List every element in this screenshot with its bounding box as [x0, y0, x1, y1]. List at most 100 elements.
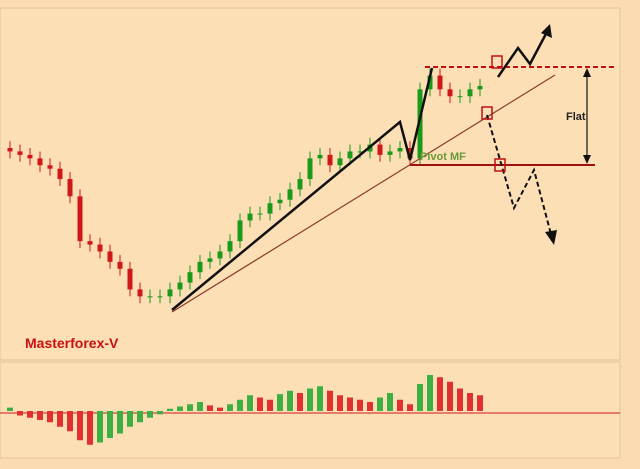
candle-body — [147, 296, 153, 298]
candle-body — [77, 196, 83, 242]
oscillator-bar — [7, 407, 13, 411]
oscillator-bar — [267, 399, 273, 411]
candle-body — [427, 75, 433, 90]
oscillator-bar — [257, 397, 263, 411]
oscillator-bar — [37, 411, 43, 420]
candle-body — [377, 144, 383, 155]
oscillator-bar — [407, 404, 413, 411]
candle-body — [97, 244, 103, 252]
oscillator-bar — [107, 411, 113, 438]
candle-body — [117, 261, 123, 269]
chart-title: Masterforex-V — [25, 335, 119, 351]
candle-body — [357, 151, 363, 153]
candle-body — [397, 148, 403, 152]
candle-body — [317, 154, 323, 159]
oscillator-bar — [347, 397, 353, 411]
oscillator-bar — [17, 411, 23, 416]
candle-body — [227, 241, 233, 252]
candle-body — [387, 151, 393, 155]
oscillator-bar — [117, 411, 123, 434]
candle-body — [457, 96, 463, 98]
oscillator-bar — [207, 405, 213, 411]
candle-body — [237, 220, 243, 242]
arrow-head — [545, 230, 557, 245]
candle-body — [337, 158, 343, 166]
candle-body — [187, 272, 193, 283]
candle-body — [157, 296, 163, 298]
oscillator-bar — [147, 411, 153, 418]
marker-box — [494, 158, 506, 172]
candle-body — [17, 151, 23, 155]
oscillator-bar — [217, 407, 223, 411]
oscillator-bar — [377, 397, 383, 411]
oscillator-bar — [297, 393, 303, 411]
oscillator-bar — [477, 395, 483, 411]
candle-body — [277, 199, 283, 204]
oscillator-bar — [77, 411, 83, 441]
annotations — [171, 24, 615, 313]
oscillator-bar — [187, 404, 193, 411]
trend-line — [171, 67, 434, 311]
oscillator-bar — [157, 411, 163, 415]
candle-body — [37, 158, 43, 166]
oscillator-bar — [137, 411, 143, 423]
oscillator-bar — [457, 388, 463, 411]
oscillator-bar — [367, 402, 373, 411]
candle-body — [7, 148, 13, 152]
oscillator-bar — [317, 386, 323, 411]
oscillator-bar — [357, 399, 363, 411]
candle-body — [467, 89, 473, 97]
candle-body — [27, 154, 33, 159]
candle-body — [137, 289, 143, 297]
oscillator-bar — [387, 393, 393, 411]
candle-body — [297, 179, 303, 190]
oscillator-bar — [47, 411, 53, 423]
oscillator-bar — [177, 406, 183, 411]
oscillator-bar — [127, 411, 133, 427]
support-line — [171, 74, 556, 313]
oscillator-bar — [277, 394, 283, 411]
candle-body — [267, 203, 273, 214]
candle-body — [327, 154, 333, 166]
oscillator-bar — [67, 411, 73, 432]
oscillator-bar — [437, 377, 443, 411]
candle-body — [247, 213, 253, 221]
annotation: Flat — [566, 111, 586, 123]
candle-body — [47, 165, 53, 169]
oscillator-bar — [287, 390, 293, 411]
candle-body — [197, 261, 203, 273]
up-arrow — [496, 29, 550, 78]
candle-body — [127, 268, 133, 290]
oscillator-bar — [167, 408, 173, 411]
candle-body — [347, 151, 353, 159]
annotation: Pivot MF — [420, 151, 466, 163]
candle-body — [437, 75, 443, 90]
oscillator-bar — [237, 399, 243, 411]
marker-box — [491, 55, 503, 69]
candle-body — [307, 158, 313, 180]
oscillator-bar — [307, 388, 313, 411]
candle-body — [287, 189, 293, 200]
candle-body — [107, 251, 113, 262]
candle-body — [257, 213, 263, 215]
oscillator-bar — [87, 411, 93, 445]
candle-body — [217, 251, 223, 259]
arrow-head — [541, 24, 552, 38]
candle-body — [447, 89, 453, 97]
marks — [7, 68, 483, 445]
candle-body — [407, 148, 413, 159]
candle-body — [87, 241, 93, 245]
oscillator-bar — [327, 390, 333, 411]
candle-body — [167, 289, 173, 297]
oscillator-bar — [337, 395, 343, 411]
oscillator-bar — [447, 381, 453, 411]
oscillator-bar — [427, 375, 433, 411]
down-arrow — [486, 114, 553, 239]
candle-body — [177, 282, 183, 290]
oscillator-bar — [227, 404, 233, 411]
marker-box — [481, 106, 493, 120]
candle-body — [477, 85, 483, 90]
candle-body — [207, 258, 213, 262]
oscillator-bar — [97, 411, 103, 443]
